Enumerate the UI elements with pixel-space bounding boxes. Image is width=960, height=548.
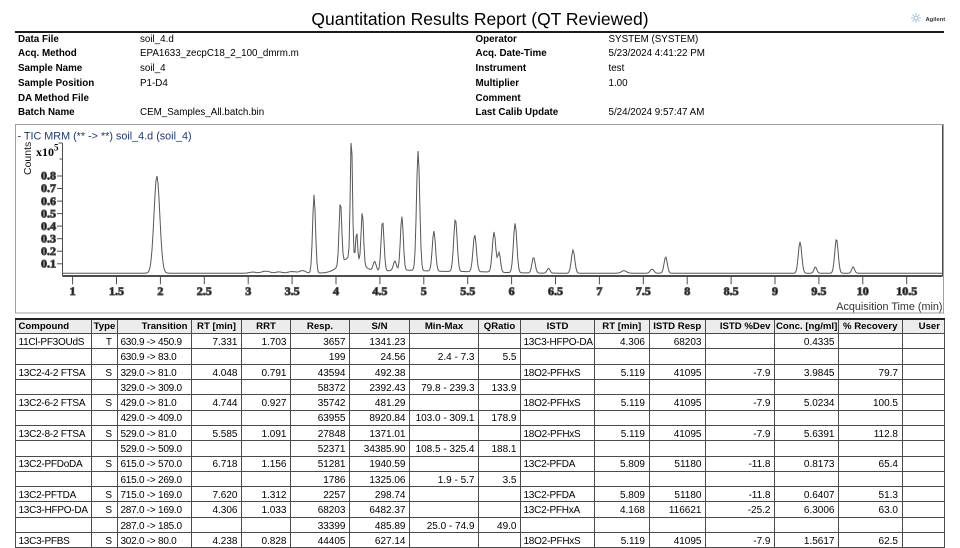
svg-text:7: 7 <box>596 284 602 298</box>
svg-text:3.5: 3.5 <box>285 284 300 298</box>
svg-text:x10: x10 <box>36 145 54 159</box>
svg-text:0.6: 0.6 <box>41 194 56 208</box>
svg-text:6: 6 <box>509 284 515 298</box>
svg-text:6.5: 6.5 <box>548 284 563 298</box>
svg-text:3: 3 <box>245 284 251 298</box>
svg-text:0.8: 0.8 <box>41 169 56 183</box>
svg-text:2.5: 2.5 <box>197 284 212 298</box>
svg-text:9: 9 <box>772 284 778 298</box>
svg-text:0.4: 0.4 <box>41 219 56 233</box>
svg-text:4: 4 <box>333 284 339 298</box>
svg-text:0.7: 0.7 <box>41 181 56 195</box>
svg-text:7.5: 7.5 <box>636 284 651 298</box>
svg-text:0.1: 0.1 <box>41 257 56 271</box>
svg-text:- TIC MRM (** -> **) soil_4.d: - TIC MRM (** -> **) soil_4.d (soil_4) <box>18 131 192 143</box>
svg-text:2: 2 <box>157 284 163 298</box>
svg-text:0.3: 0.3 <box>41 231 56 245</box>
svg-text:5.5: 5.5 <box>460 284 475 298</box>
svg-text:10: 10 <box>857 284 869 298</box>
svg-text:1: 1 <box>70 284 76 298</box>
svg-text:8.5: 8.5 <box>724 284 739 298</box>
svg-text:10.5: 10.5 <box>896 284 917 298</box>
svg-text:5: 5 <box>421 284 427 298</box>
svg-text:9.5: 9.5 <box>811 284 826 298</box>
svg-text:0.2: 0.2 <box>41 244 56 258</box>
svg-text:0.5: 0.5 <box>41 206 56 220</box>
svg-text:8: 8 <box>684 284 690 298</box>
svg-text:Acquisition Time (min): Acquisition Time (min) <box>836 301 942 313</box>
svg-text:Agilent: Agilent <box>926 16 946 22</box>
svg-text:4.5: 4.5 <box>372 284 387 298</box>
svg-text:5: 5 <box>54 143 59 153</box>
svg-text:1.5: 1.5 <box>109 284 124 298</box>
svg-text:Counts: Counts <box>22 142 34 175</box>
